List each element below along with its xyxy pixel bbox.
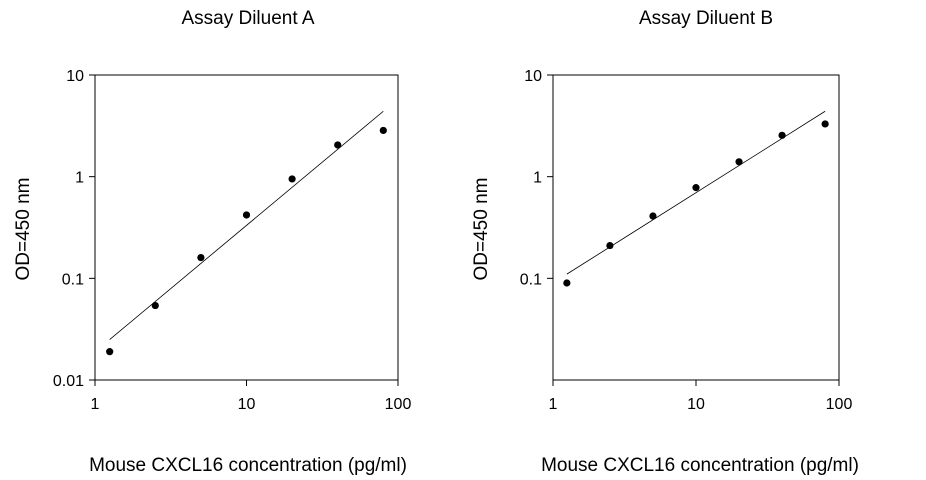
chart-a-data-point bbox=[379, 126, 387, 135]
chart-a-plot-frame bbox=[94, 74, 399, 381]
chart-a-data-point bbox=[151, 301, 159, 310]
chart-a-xtick-label: 10 bbox=[238, 396, 256, 413]
chart-a-ytick-label: 0.1 bbox=[62, 271, 84, 288]
chart-b-points bbox=[563, 120, 829, 287]
chart-panel-b: Assay Diluent B 1 10 100 0.1 1 10 OD=450 nm M… bbox=[471, 8, 859, 476]
chart-b-plot-frame bbox=[552, 74, 840, 381]
chart-a-xtick-label: 100 bbox=[385, 396, 412, 413]
chart-a-ytick-label: 0.01 bbox=[53, 373, 84, 390]
chart-b-data-point bbox=[821, 120, 829, 128]
chart-a-ylabel: OD=450 nm bbox=[13, 178, 34, 281]
chart-a-points bbox=[106, 126, 387, 356]
chart-b-xtick-label: 1 bbox=[549, 396, 558, 413]
chart-a-data-point bbox=[334, 141, 342, 149]
chart-a-title: Assay Diluent A bbox=[181, 8, 314, 29]
chart-a-ytick-label: 10 bbox=[66, 68, 84, 85]
chart-b-ytick-label: 10 bbox=[524, 68, 542, 85]
chart-a-data-point bbox=[106, 348, 114, 356]
chart-a-ticks: 1 10 100 0.01 0.1 1 10 bbox=[53, 68, 412, 413]
chart-a-ytick-label: 1 bbox=[75, 170, 84, 187]
chart-b-xtick-label: 100 bbox=[826, 396, 853, 413]
chart-b-data-point bbox=[563, 279, 571, 287]
chart-a-xtick-label: 1 bbox=[91, 396, 100, 413]
chart-b-data-point bbox=[735, 158, 743, 166]
chart-a-data-point bbox=[288, 175, 296, 183]
chart-b-ticks: 1 10 100 0.1 1 10 bbox=[520, 68, 853, 413]
chart-a-data-point bbox=[242, 211, 251, 219]
chart-a-xlabel: Mouse CXCL16 concentration (pg/ml) bbox=[89, 455, 407, 476]
chart-panel-a: Assay Diluent A 1 10 100 0.01 0.1 1 10 OD=450 … bbox=[13, 8, 411, 476]
chart-b-data-point bbox=[649, 212, 657, 220]
chart-b-xlabel: Mouse CXCL16 concentration (pg/ml) bbox=[541, 455, 859, 476]
chart-b-data-point bbox=[692, 184, 700, 192]
chart-b-ytick-label: 1 bbox=[533, 170, 542, 187]
chart-b-data-point bbox=[778, 131, 786, 139]
chart-b-fit-line bbox=[566, 110, 826, 275]
chart-b-data-point bbox=[606, 241, 614, 250]
chart-a-data-point bbox=[197, 253, 205, 262]
chart-b-title: Assay Diluent B bbox=[639, 8, 773, 29]
chart-a-fit-line bbox=[109, 110, 384, 340]
chart-b-ytick-label: 0.1 bbox=[520, 271, 542, 288]
chart-b-ylabel: OD=450 nm bbox=[471, 178, 492, 281]
chart-b-xtick-label: 10 bbox=[687, 396, 705, 413]
